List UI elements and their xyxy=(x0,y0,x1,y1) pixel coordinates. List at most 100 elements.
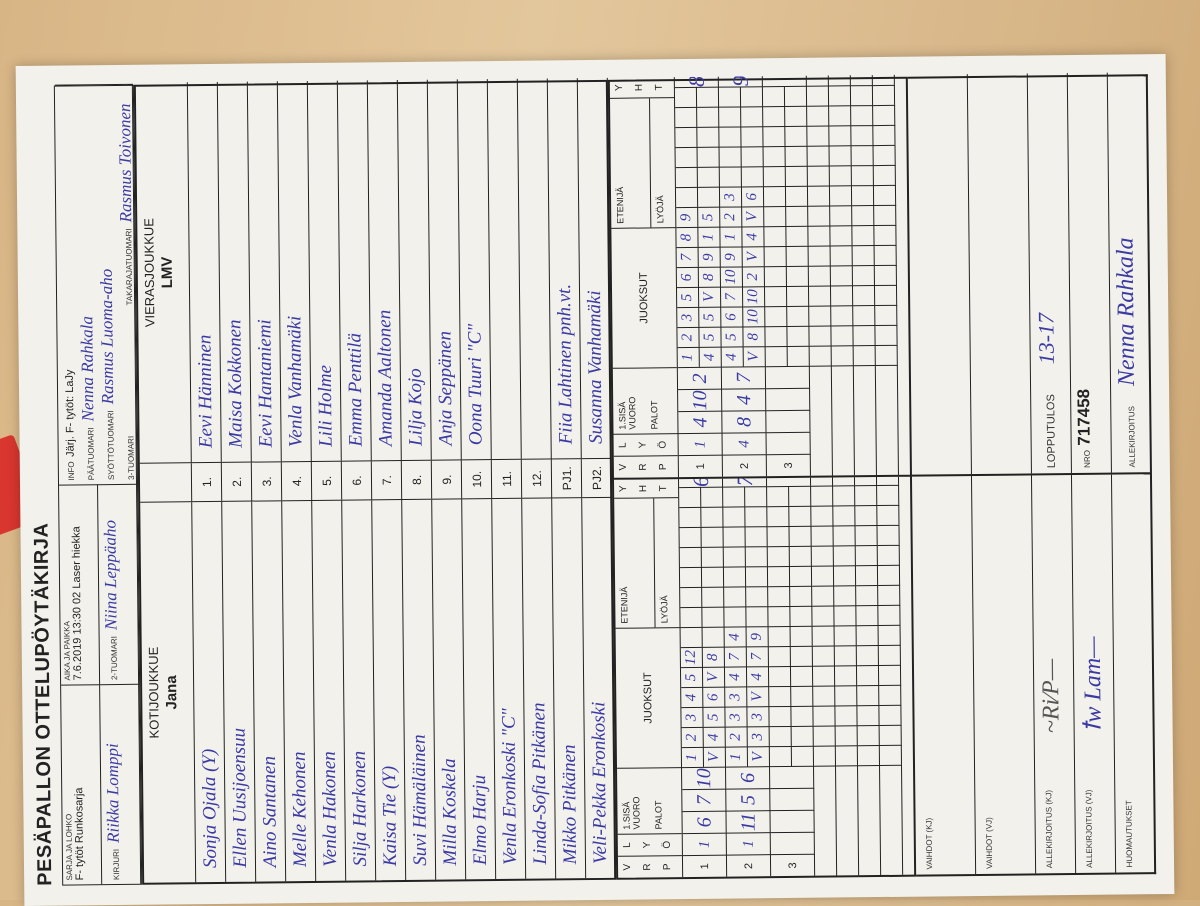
juoksut-top-cell xyxy=(720,146,742,166)
grid-cell xyxy=(811,526,833,546)
juoksut-bottom-cell xyxy=(786,206,808,226)
grid-cell xyxy=(833,505,855,525)
grid-cell xyxy=(851,125,873,145)
juoksut-top-cell: 3 xyxy=(725,706,747,726)
grid-cell xyxy=(811,486,833,506)
juoksut-top-cell xyxy=(724,606,746,626)
grid-cell xyxy=(833,525,855,545)
palot-value: 5 xyxy=(726,788,770,810)
period-number: 3 xyxy=(767,454,811,476)
juoksut-bottom-cell: V xyxy=(703,667,725,687)
juoksut-bottom-cell xyxy=(741,106,763,126)
header-box: SARJA JA LOHKO F- tytöt Runkosarja AIKA … xyxy=(54,85,142,886)
juoksut-top-cell xyxy=(723,526,745,546)
player-number: 11. xyxy=(492,460,522,498)
home-player-row: Suvi Hämäläinen xyxy=(402,500,436,880)
away-player-row: Maisa Kokkonen xyxy=(218,82,252,462)
player-number: 9. xyxy=(432,460,462,498)
grid-cell xyxy=(808,206,830,226)
info-value: Järj. F- tytöt: LaJy xyxy=(64,369,77,457)
palot-value xyxy=(770,810,814,832)
away-player-row: Anja Seppänen xyxy=(428,79,462,459)
juoksut-top-cell xyxy=(765,246,787,266)
juoksut-bottom-cell: 5 xyxy=(698,207,720,227)
juoksut-top-cell xyxy=(723,506,745,526)
juoksut-bottom-cell xyxy=(791,686,813,706)
footer-section: VAIHDOT (KJ) VAIHDOT (VJ) ALLEKIRJOITUS … xyxy=(908,74,1156,876)
grid-cell xyxy=(874,185,896,205)
yht-value xyxy=(763,76,807,86)
juoksut-bottom-cell xyxy=(785,106,807,126)
juoksut-top-cell xyxy=(719,106,741,126)
juoksut-top-cell: 9 xyxy=(721,246,743,266)
grid-cell xyxy=(855,525,877,545)
grid-cell xyxy=(813,685,835,705)
juoksut-top-cell xyxy=(766,346,788,366)
grid-cell xyxy=(876,345,898,365)
juoksut-top-cell xyxy=(767,506,789,526)
juoksut-top-cell xyxy=(768,586,790,606)
grid-cell xyxy=(809,326,831,346)
grid-cell xyxy=(878,565,900,585)
tuomari3-label: 3-TUOMARI xyxy=(127,436,136,480)
huomautukset-row: HUOMAUTUKSET xyxy=(1112,474,1154,872)
yht-value: 7 xyxy=(723,478,767,486)
yht-letter: T xyxy=(654,479,674,497)
grid-cell xyxy=(853,305,875,325)
juoksut-bottom-cell: 5 xyxy=(703,707,725,727)
juoksut-top-cell xyxy=(767,526,789,546)
juoksut-top-cell xyxy=(769,706,791,726)
grid-cell xyxy=(874,225,896,245)
grid-cell xyxy=(834,565,856,585)
lyo-letter: Ö xyxy=(658,834,678,855)
juoksut-bottom-cell xyxy=(786,166,808,186)
vj-signature: ꝉw Lam— xyxy=(1078,636,1108,733)
grid-cell xyxy=(807,126,829,146)
juoksut-bottom-cell xyxy=(787,326,809,346)
palot-value xyxy=(770,788,814,810)
allekirjoitus-row: ALLEKIRJOITUSNenna Rahkala xyxy=(1108,72,1150,472)
lyo-letter: L xyxy=(614,435,634,456)
juoksut-top-cell xyxy=(719,86,741,106)
juoksut-bottom-cell xyxy=(742,166,764,186)
palot-label: PALOT xyxy=(653,772,664,829)
lopputulos-row: LOPPUTULOS13-17 xyxy=(1028,73,1072,473)
grid-cell xyxy=(836,725,858,745)
juoksut-top-cell xyxy=(676,147,698,167)
juoksut-bottom-cell xyxy=(697,87,719,107)
away-player-row: Amanda Aaltonen xyxy=(368,80,402,460)
yht-letter: H xyxy=(634,479,654,497)
yht-letter: Y xyxy=(614,480,634,498)
juoksut-bottom-cell xyxy=(787,286,809,306)
juoksut-top-cell: 2 xyxy=(726,726,748,746)
grid-cell xyxy=(854,365,877,475)
yht-letter: Y xyxy=(610,78,630,98)
juoksut-bottom-cell: V xyxy=(748,746,770,766)
grid-cell xyxy=(809,286,831,306)
player-number: 12. xyxy=(522,459,552,497)
grid-cell xyxy=(831,245,853,265)
juoksut-bottom-cell xyxy=(790,606,812,626)
juoksut-bottom-cell: 8 xyxy=(743,326,765,346)
juoksut-top-cell: 4 xyxy=(722,346,744,366)
juoksut-top-cell xyxy=(676,187,698,207)
juoksut-bottom-cell: 2 xyxy=(743,266,765,286)
juoksut-top-cell: 4 xyxy=(725,626,747,646)
home-extra-grid-row xyxy=(877,477,903,875)
juoksut-top-cell xyxy=(679,487,701,507)
juoksut-bottom-cell xyxy=(789,506,811,526)
juoksut-bottom-cell: 3 xyxy=(748,726,770,746)
juoksut-top-cell xyxy=(770,746,792,766)
grid-cell xyxy=(813,705,835,725)
grid-cell xyxy=(808,186,830,206)
away-player-row: Lilja Kojo xyxy=(398,80,432,460)
away-player-row: Lili Holme xyxy=(308,81,342,461)
grid-cell xyxy=(857,665,879,685)
home-player-row: Milla Koskela xyxy=(432,499,466,879)
juoksut-top-cell xyxy=(768,606,790,626)
grid-cell xyxy=(851,85,873,105)
